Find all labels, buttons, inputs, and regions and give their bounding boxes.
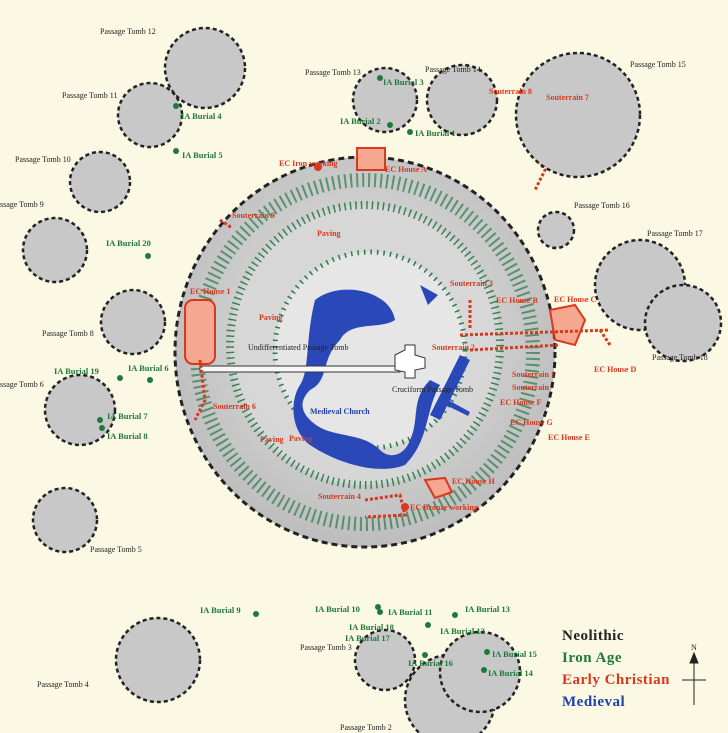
- ec-label: Souterrain 6: [213, 402, 256, 411]
- ec-label: EC House H: [452, 477, 495, 486]
- ec-label: Souterrain: [512, 383, 549, 392]
- medieval-wall: [420, 285, 470, 420]
- ec-label: Souterrain 3: [450, 279, 493, 288]
- tomb-label: Passage Tomb 4: [37, 680, 89, 689]
- tomb-label: Passage Tomb 10: [15, 155, 71, 164]
- satellite-tombs: [21, 26, 723, 733]
- tomb-label: Passage Tomb 3: [300, 643, 352, 652]
- legend-early-christian: Early Christian: [562, 672, 670, 688]
- ia-label: IA Burial 3: [383, 77, 424, 87]
- ia-label: IA Burial 20: [106, 238, 151, 248]
- ia-label: IA Burial 6: [128, 363, 169, 373]
- tomb-label: Passage Tomb 18: [652, 353, 708, 362]
- ec-house-h: [423, 476, 454, 500]
- legend-neolithic: Neolithic: [562, 628, 624, 644]
- ec-label: EC Iron working: [279, 159, 338, 168]
- undiff-passage: [199, 365, 401, 373]
- ec-house-a: [356, 147, 386, 171]
- tomb-label: Passage Tomb 11: [62, 91, 117, 100]
- cruciform-label: Cruciform Passage Tomb: [392, 385, 473, 394]
- ia-label: IA Burial 18: [349, 622, 394, 632]
- tomb-label: Passage Tomb 16: [574, 201, 630, 210]
- ia-label: IA Burial 12: [440, 626, 485, 636]
- ec-label: Souterrain 8: [489, 87, 532, 96]
- ia-label: IA Burial 15: [492, 649, 537, 659]
- tomb-label: ssage Tomb 6: [0, 380, 44, 389]
- ec-label: EC House F: [500, 398, 541, 407]
- cruciform-tomb: [394, 344, 426, 379]
- ia-label: IA Burial 5: [182, 150, 223, 160]
- medieval-church-outline: [293, 289, 440, 469]
- ec-label: Paving: [260, 435, 284, 444]
- ec-house-c: [548, 303, 587, 347]
- undiff-label: Undifferentiated Passage Tomb: [248, 343, 348, 352]
- ia-label: IA Burial 7: [107, 411, 148, 421]
- ec-label: Paving: [317, 229, 341, 238]
- ia-label: IA Burial 14: [488, 668, 534, 678]
- ec-label: EC House B: [496, 296, 538, 305]
- tomb-label: Passage Tomb 17: [647, 229, 703, 238]
- ia-label: IA Burial 8: [107, 431, 148, 441]
- ec-label: Souterrain 7: [546, 93, 589, 102]
- ec-label: EC House C: [554, 295, 596, 304]
- legend-iron-age: Iron Age: [562, 650, 622, 666]
- ia-label: IA Burial 4: [181, 111, 222, 121]
- ia-label: IA Burial 10: [315, 604, 360, 614]
- ec-iron-working-marker: [314, 163, 322, 171]
- tomb-label: Passage Tomb 5: [90, 545, 142, 554]
- ec-label: EC House 1: [190, 287, 230, 296]
- ia-label: IA Burial 1: [415, 128, 456, 138]
- ia-label: IA Burial 17: [345, 633, 391, 643]
- ia-label: IA Burial 16: [408, 658, 453, 668]
- church-label: Medieval Church: [310, 407, 370, 416]
- ec-label: Souterrain 9: [232, 211, 275, 220]
- ia-label: IA Burial 11: [388, 607, 432, 617]
- ec-label: EC Bronze working: [410, 503, 478, 512]
- ec-label: Souterrain 1: [512, 370, 555, 379]
- north-arrow-icon: [682, 651, 706, 705]
- ec-label: EC House A: [385, 165, 427, 174]
- tomb-label: ssage Tomb 9: [0, 200, 44, 209]
- ia-label: IA Burial 13: [465, 604, 510, 614]
- legend-medieval: Medieval: [562, 694, 625, 710]
- tomb-label: Passage Tomb 8: [42, 329, 94, 338]
- north-label: N: [691, 643, 697, 652]
- tomb-label: Passage Tomb 14: [425, 65, 481, 74]
- tomb-label: Passage Tomb 12: [100, 27, 156, 36]
- ia-label: IA Burial 2: [340, 116, 381, 126]
- outer-ditch: [190, 173, 540, 531]
- ec-bronze-working-marker: [401, 503, 409, 511]
- ia-markers: [97, 75, 490, 673]
- tomb-label: Passage Tomb 15: [630, 60, 686, 69]
- ec-label: EC House G: [510, 418, 553, 427]
- tomb-label: Passage Tomb 13: [305, 68, 361, 77]
- ec-label: Paving: [259, 313, 283, 322]
- ec-label: Souterrain 4: [318, 492, 361, 501]
- tomb-label: Passage Tomb 2: [340, 723, 392, 732]
- ec-label: EC House D: [594, 365, 636, 374]
- ec-label: EC House E: [548, 433, 590, 442]
- ec-label: Paving: [289, 434, 313, 443]
- ec-label: Souterrain 2: [432, 343, 475, 352]
- ec-house-1: [184, 299, 216, 365]
- ia-label: IA Burial 19: [54, 366, 99, 376]
- ia-label: IA Burial 9: [200, 605, 241, 615]
